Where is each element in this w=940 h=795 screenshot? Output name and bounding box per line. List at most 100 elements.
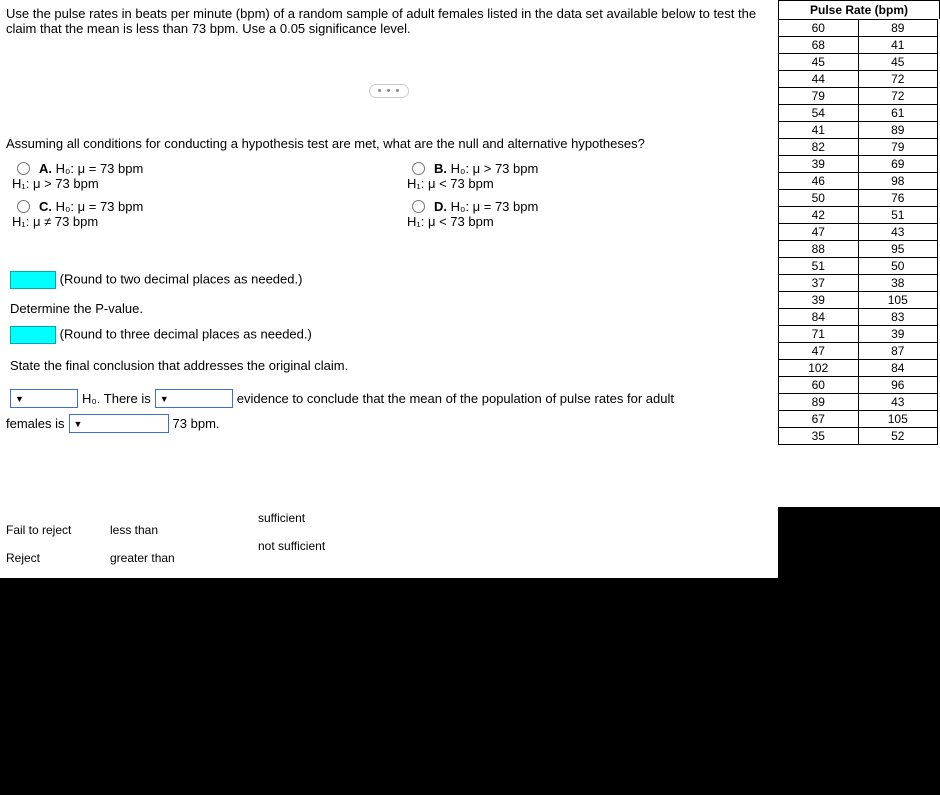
table-cell: 102 bbox=[779, 360, 859, 377]
table-row: 4472 bbox=[779, 71, 938, 88]
table-row: 8279 bbox=[779, 139, 938, 156]
table-row: 3552 bbox=[779, 428, 938, 445]
table-row: 5076 bbox=[779, 190, 938, 207]
table-cell: 43 bbox=[858, 224, 938, 241]
state-conclusion-label: State the final conclusion that addresse… bbox=[0, 346, 778, 375]
table-cell: 39 bbox=[779, 292, 859, 309]
table-row: 6841 bbox=[779, 37, 938, 54]
chevron-down-icon: ▼ bbox=[74, 419, 83, 429]
table-row: 5150 bbox=[779, 258, 938, 275]
dropdown-3[interactable]: ▼ bbox=[69, 414, 169, 433]
table-cell: 68 bbox=[779, 37, 859, 54]
table-cell: 71 bbox=[779, 326, 859, 343]
option-a-label: A. H₀: μ = 73 bpm bbox=[39, 161, 143, 176]
table-cell: 39 bbox=[858, 326, 938, 343]
table-row: 7139 bbox=[779, 326, 938, 343]
table-cell: 47 bbox=[779, 343, 859, 360]
table-cell: 42 bbox=[779, 207, 859, 224]
option-a-radio[interactable] bbox=[17, 162, 30, 175]
table-cell: 51 bbox=[779, 258, 859, 275]
table-cell: 50 bbox=[779, 190, 859, 207]
table-cell: 98 bbox=[858, 173, 938, 190]
conclusion-part3: females is bbox=[6, 416, 65, 431]
dd1-opt-reject[interactable]: Reject bbox=[6, 544, 71, 572]
table-cell: 105 bbox=[858, 411, 938, 428]
pvalue-label: Determine the P-value. bbox=[0, 291, 778, 318]
table-cell: 51 bbox=[858, 207, 938, 224]
table-row: 7972 bbox=[779, 88, 938, 105]
table-cell: 61 bbox=[858, 105, 938, 122]
table-title: Pulse Rate (bpm) bbox=[778, 0, 940, 19]
table-cell: 43 bbox=[858, 394, 938, 411]
table-cell: 89 bbox=[858, 122, 938, 139]
table-row: 6096 bbox=[779, 377, 938, 394]
table-row: 4189 bbox=[779, 122, 938, 139]
table-row: 3738 bbox=[779, 275, 938, 292]
dd3-opt-not[interactable]: not bbox=[110, 572, 175, 600]
test-stat-input[interactable] bbox=[10, 271, 56, 289]
option-b-h1: H₁: μ < 73 bpm bbox=[407, 176, 772, 191]
table-row: 4545 bbox=[779, 54, 938, 71]
table-cell: 37 bbox=[779, 275, 859, 292]
option-d-radio[interactable] bbox=[412, 200, 425, 213]
option-b-label: B. H₀: μ > 73 bpm bbox=[434, 161, 538, 176]
table-cell: 45 bbox=[858, 54, 938, 71]
option-b-radio[interactable] bbox=[412, 162, 425, 175]
option-c-radio[interactable] bbox=[17, 200, 30, 213]
dropdown-1-options: Fail to reject Reject bbox=[6, 516, 71, 572]
table-row: 67105 bbox=[779, 411, 938, 428]
table-cell: 35 bbox=[779, 428, 859, 445]
dd1-opt-fail[interactable]: Fail to reject bbox=[6, 516, 71, 544]
table-row: 8943 bbox=[779, 394, 938, 411]
table-row: 8895 bbox=[779, 241, 938, 258]
table-cell: 41 bbox=[858, 37, 938, 54]
table-cell: 76 bbox=[858, 190, 938, 207]
table-cell: 60 bbox=[779, 20, 859, 37]
intro-text: Use the pulse rates in beats per minute … bbox=[0, 0, 778, 36]
dd3-opt-greater[interactable]: greater than bbox=[110, 544, 175, 572]
table-cell: 47 bbox=[779, 224, 859, 241]
table-cell: 95 bbox=[858, 241, 938, 258]
table-row: 5461 bbox=[779, 105, 938, 122]
round-two-decimal: (Round to two decimal places as needed.) bbox=[60, 271, 303, 286]
table-cell: 84 bbox=[858, 360, 938, 377]
table-cell: 46 bbox=[779, 173, 859, 190]
dd3-opt-less[interactable]: less than bbox=[110, 516, 175, 544]
chevron-down-icon: ▼ bbox=[160, 394, 169, 404]
table-cell: 79 bbox=[858, 139, 938, 156]
table-row: 3969 bbox=[779, 156, 938, 173]
table-cell: 60 bbox=[779, 377, 859, 394]
table-cell: 54 bbox=[779, 105, 859, 122]
option-d-h1: H₁: μ < 73 bpm bbox=[407, 214, 772, 229]
table-row: 4251 bbox=[779, 207, 938, 224]
table-cell: 72 bbox=[858, 71, 938, 88]
dropdown-1[interactable]: ▼ bbox=[10, 389, 78, 408]
table-cell: 84 bbox=[779, 309, 859, 326]
table-row: 4787 bbox=[779, 343, 938, 360]
table-cell: 88 bbox=[779, 241, 859, 258]
table-row: 39105 bbox=[779, 292, 938, 309]
table-cell: 89 bbox=[858, 20, 938, 37]
table-cell: 44 bbox=[779, 71, 859, 88]
option-d-label: D. H₀: μ = 73 bpm bbox=[434, 199, 538, 214]
table-cell: 38 bbox=[858, 275, 938, 292]
dd2-opt-notsuff[interactable]: not sufficient bbox=[258, 532, 325, 560]
table-cell: 105 bbox=[858, 292, 938, 309]
dropdown-2[interactable]: ▼ bbox=[155, 389, 233, 408]
table-row: 10284 bbox=[779, 360, 938, 377]
table-cell: 67 bbox=[779, 411, 859, 428]
table-cell: 39 bbox=[779, 156, 859, 173]
table-cell: 82 bbox=[779, 139, 859, 156]
pvalue-input[interactable] bbox=[10, 326, 56, 344]
table-cell: 41 bbox=[779, 122, 859, 139]
table-cell: 72 bbox=[858, 88, 938, 105]
pulse-rate-table: 6089684145454472797254614189827939694698… bbox=[778, 19, 938, 445]
dd2-opt-suff[interactable]: sufficient bbox=[258, 504, 325, 532]
question-text: Assuming all conditions for conducting a… bbox=[0, 98, 778, 155]
more-icon[interactable]: • • • bbox=[369, 84, 409, 98]
data-table-panel: Pulse Rate (bpm) 60896841454544727972546… bbox=[778, 0, 940, 507]
dropdown-3-options: less than greater than not bbox=[110, 516, 175, 600]
table-cell: 96 bbox=[858, 377, 938, 394]
table-cell: 83 bbox=[858, 309, 938, 326]
dropdown-2-options: sufficient not sufficient bbox=[258, 504, 325, 560]
